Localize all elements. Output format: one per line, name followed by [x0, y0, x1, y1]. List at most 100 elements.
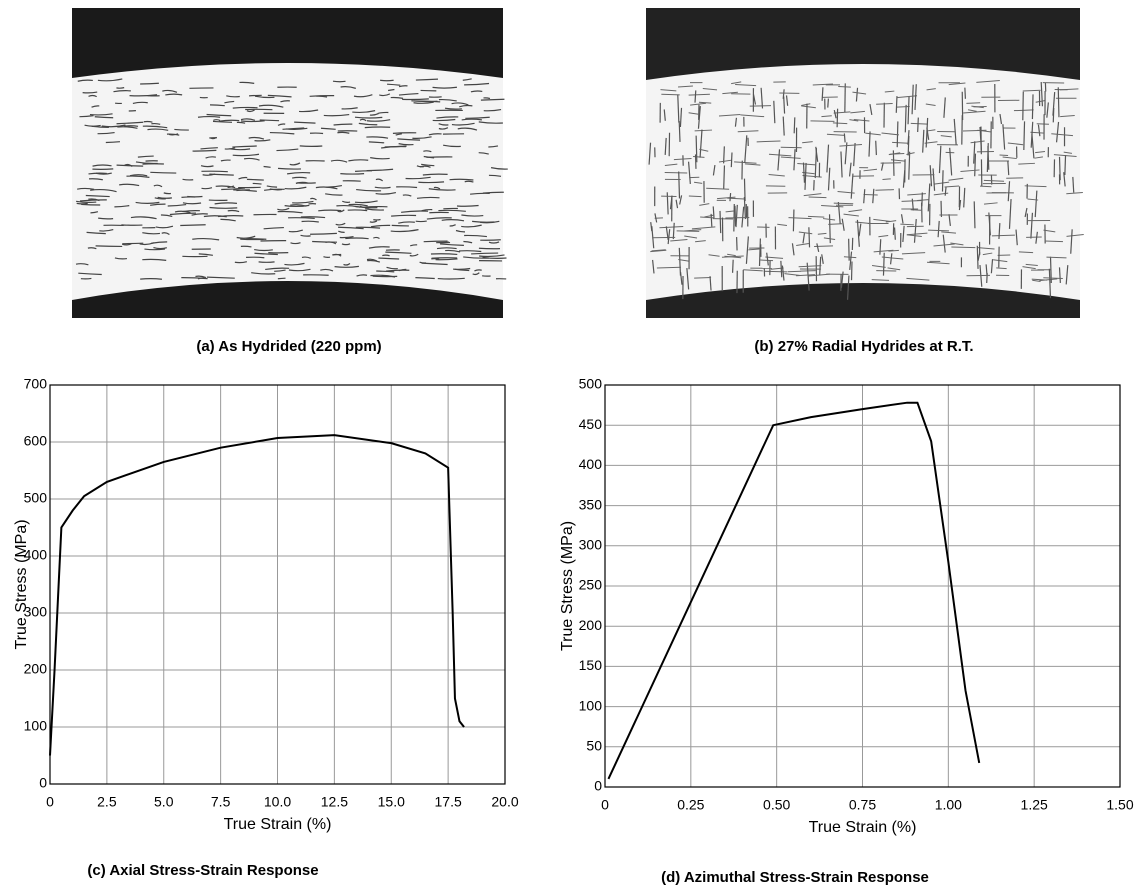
hydride — [129, 94, 158, 97]
hydride — [815, 146, 819, 162]
hydride — [983, 202, 998, 205]
hydride — [254, 95, 275, 99]
hydride — [731, 81, 742, 85]
hydride — [817, 232, 827, 235]
hydride — [472, 272, 480, 276]
hydride — [745, 236, 749, 264]
hydride — [729, 192, 732, 202]
hydride — [413, 100, 441, 103]
hydride — [990, 259, 994, 274]
image-caption: (a) As Hydrided (220 ppm) — [196, 338, 381, 355]
hydride — [402, 194, 412, 197]
hydride — [465, 116, 490, 119]
hydride — [928, 229, 950, 232]
hydride — [239, 81, 255, 84]
hydride — [143, 120, 153, 123]
hydride — [124, 125, 139, 127]
x-tick-label: 5.0 — [154, 794, 174, 810]
hydride — [180, 224, 206, 227]
y-tick-label: 250 — [579, 577, 603, 593]
hydride — [865, 132, 881, 136]
y-tick-label: 500 — [24, 490, 48, 506]
hydride — [673, 157, 692, 161]
hydride — [300, 216, 326, 219]
hydride — [907, 135, 910, 156]
hydride — [227, 209, 240, 213]
hydride — [1030, 121, 1034, 148]
hydride — [801, 103, 811, 106]
hydride — [130, 216, 157, 220]
hydride — [348, 203, 368, 207]
hydride — [342, 200, 351, 203]
hydride — [967, 109, 977, 112]
hydride — [325, 241, 337, 245]
hydride — [889, 152, 905, 155]
hydride — [263, 165, 271, 168]
hydride — [90, 211, 99, 214]
hydride — [873, 249, 894, 253]
hydride — [277, 210, 303, 214]
hydride — [488, 145, 499, 148]
hydride — [341, 243, 351, 246]
hydride — [436, 247, 457, 250]
hydride — [878, 235, 889, 238]
hydride — [838, 85, 851, 88]
hydride — [165, 93, 183, 96]
hydride — [369, 220, 378, 223]
hydride — [676, 230, 700, 232]
hydride — [802, 141, 813, 144]
hydride — [744, 135, 748, 163]
hydride — [212, 120, 233, 123]
hydride — [712, 206, 715, 219]
x-tick-label: 7.5 — [211, 794, 231, 810]
hydride — [169, 212, 196, 216]
hydride — [480, 98, 505, 101]
hydride — [459, 104, 473, 108]
hydride — [277, 277, 286, 280]
hydride — [382, 254, 390, 257]
hydride — [444, 107, 462, 110]
hydride — [964, 87, 966, 99]
hydride — [310, 197, 317, 201]
hydride — [200, 147, 218, 150]
hydride — [277, 167, 301, 170]
hydride — [941, 231, 957, 234]
hydride — [792, 209, 795, 232]
hydride — [398, 221, 415, 224]
hydride — [943, 97, 946, 118]
hydride — [236, 121, 246, 124]
hydride — [998, 223, 1001, 240]
hydride — [379, 93, 391, 97]
hydride — [97, 131, 115, 135]
hydride — [463, 240, 473, 244]
hydride — [378, 257, 400, 260]
hydride — [227, 185, 235, 188]
image-caption: (b) 27% Radial Hydrides at R.T. — [754, 338, 973, 355]
x-tick-label: 20.0 — [491, 794, 518, 810]
hydride — [888, 249, 899, 252]
hydride — [828, 223, 843, 225]
hydride — [445, 249, 461, 253]
hydride — [142, 258, 167, 261]
hydride — [206, 276, 235, 279]
hydride — [295, 181, 309, 184]
hydride — [688, 93, 710, 96]
hydride — [760, 259, 774, 262]
hydride — [368, 246, 390, 249]
hydride — [678, 120, 681, 142]
hydride — [973, 141, 976, 164]
hydride — [948, 214, 951, 227]
hydride — [709, 276, 712, 291]
hydride — [679, 195, 683, 205]
hydride — [810, 120, 835, 122]
hydride — [139, 242, 155, 246]
hydride — [906, 234, 922, 238]
hydride — [449, 224, 456, 227]
hydride — [1065, 265, 1069, 285]
hydride — [277, 123, 286, 126]
hydride — [75, 263, 89, 266]
hydride — [464, 234, 487, 238]
hydride — [804, 162, 807, 190]
hydride — [826, 144, 830, 173]
hydride — [385, 269, 410, 272]
